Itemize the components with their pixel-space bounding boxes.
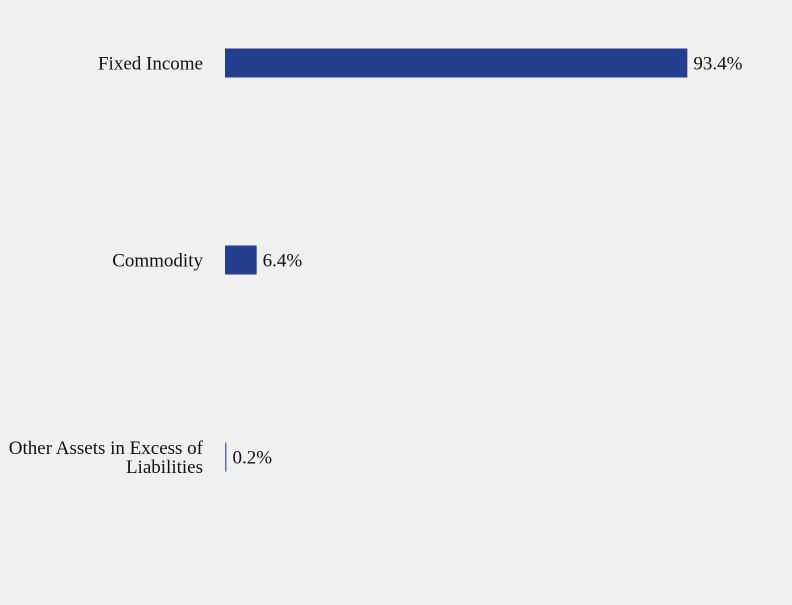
category-label-line: Commodity (112, 251, 203, 272)
value-label-2: 0.2% (233, 448, 273, 469)
bar-0 (225, 48, 688, 78)
bar-1 (225, 245, 257, 275)
value-label-1: 6.4% (263, 251, 303, 272)
value-label-0: 93.4% (693, 54, 742, 75)
bar-2 (225, 442, 227, 472)
category-label-2: Other Assets in Excess of Liabilities (9, 438, 204, 478)
category-label-line: Fixed Income (98, 54, 203, 75)
category-label-1: Commodity (112, 251, 203, 272)
category-label-line: Liabilities (126, 457, 203, 478)
category-label-0: Fixed Income (98, 54, 203, 75)
category-label-line: Other Assets in Excess of (9, 438, 204, 459)
